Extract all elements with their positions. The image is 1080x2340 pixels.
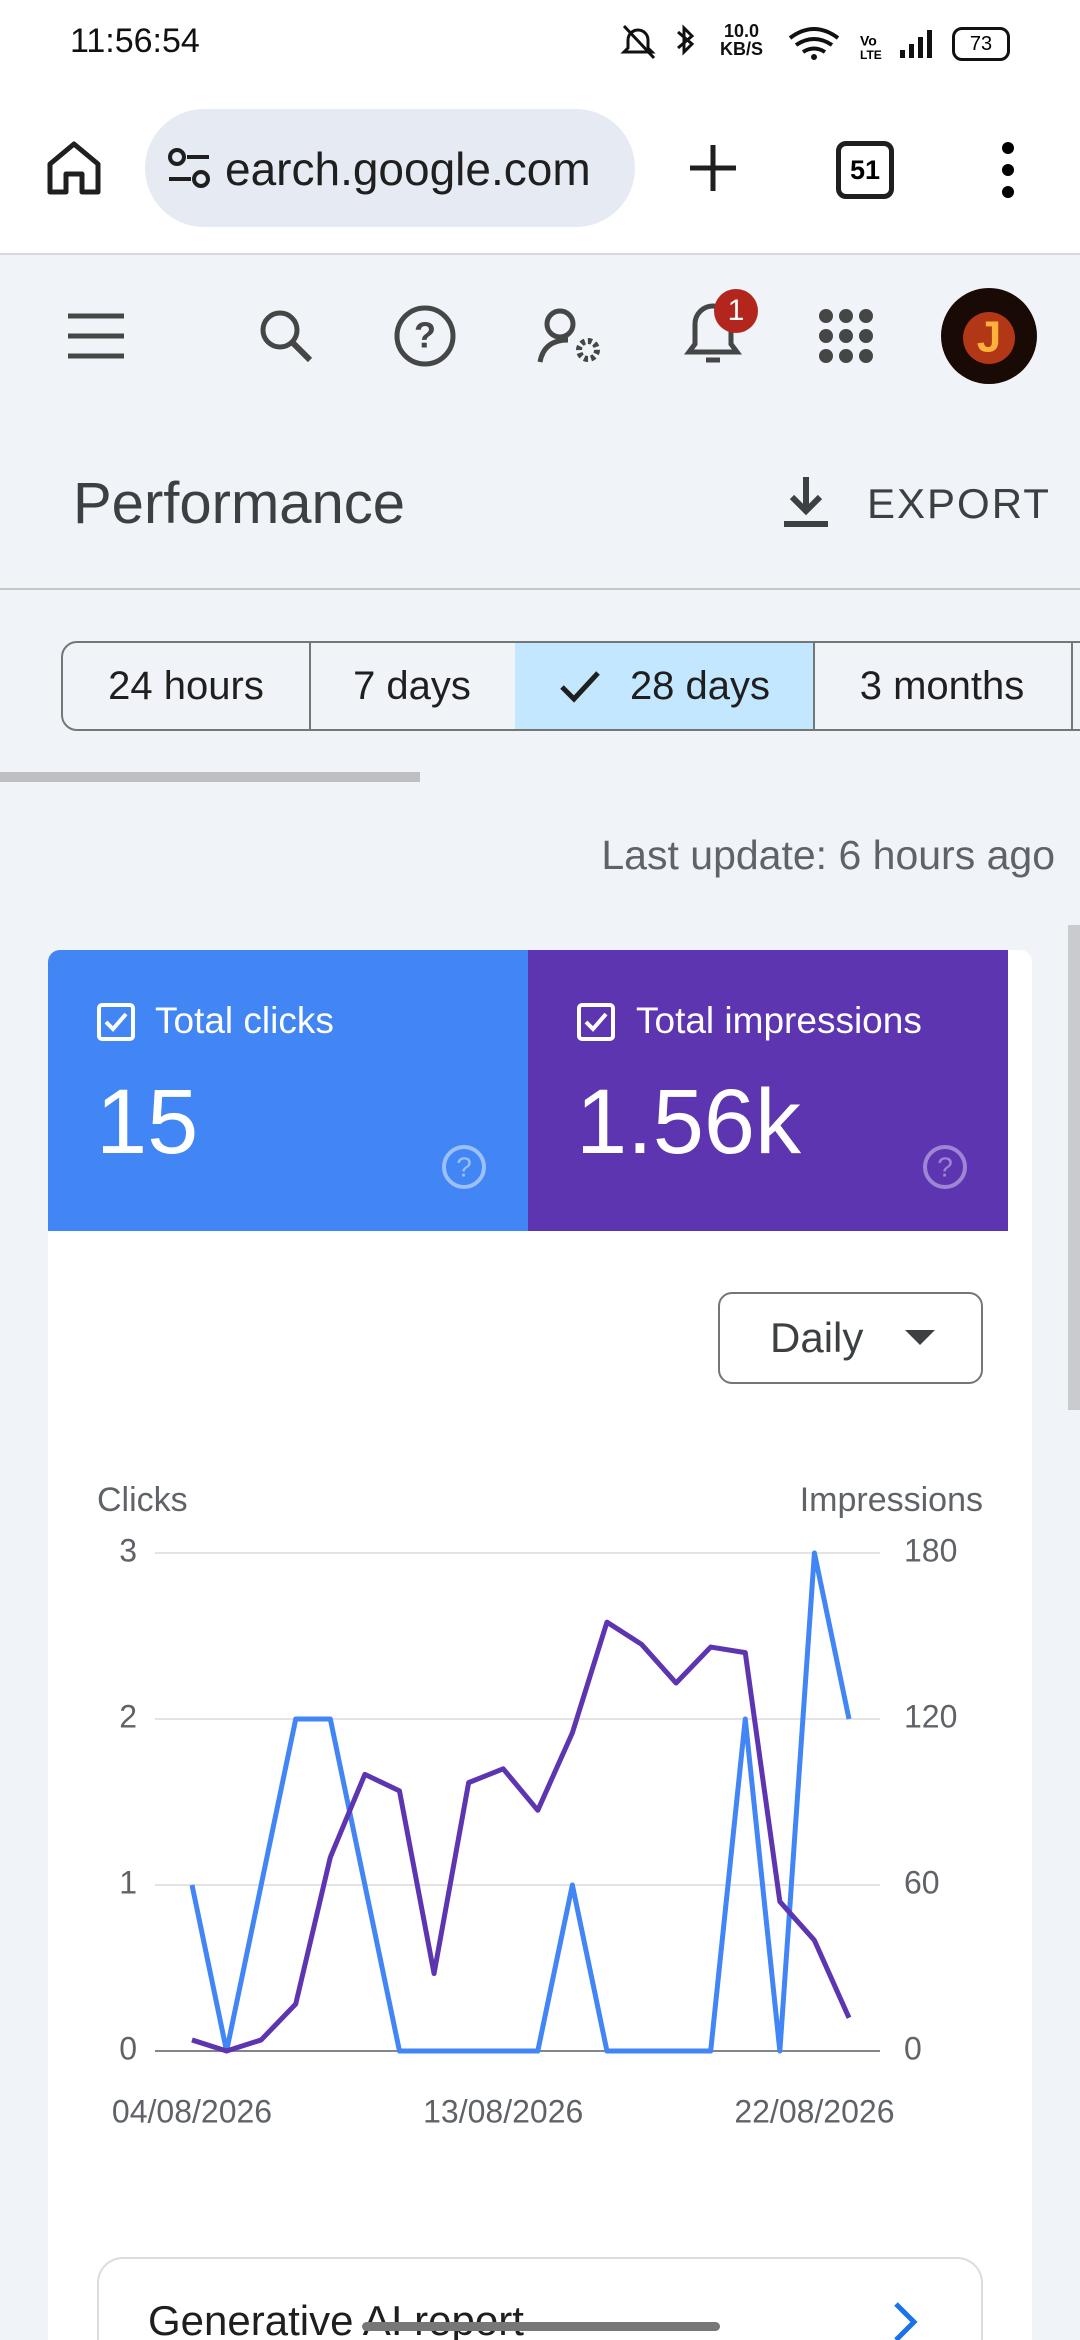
y2-tick-label: 180	[904, 1532, 957, 1568]
url-text[interactable]: earch.google.com	[225, 143, 591, 195]
x-tick-label: 13/08/2026	[423, 2093, 583, 2129]
new-tab-button[interactable]	[688, 143, 738, 193]
y-tick-label: 0	[119, 2030, 137, 2066]
card-value: 15	[96, 1071, 199, 1173]
menu-button[interactable]	[68, 313, 124, 359]
status-time: 11:56:54	[70, 22, 200, 60]
y-axis-label: Clicks	[97, 1481, 188, 1519]
x-tick-label: 22/08/2026	[734, 2093, 894, 2129]
checkbox[interactable]	[576, 1002, 616, 1042]
filter-chip-selected[interactable]: 28 days	[515, 641, 815, 731]
chevron[interactable]	[890, 2300, 920, 2340]
svg-text:?: ?	[937, 1151, 953, 1182]
filter-chip[interactable]: 3 months	[813, 641, 1073, 731]
clicks-card[interactable]	[48, 950, 528, 1231]
last-update: Last update: 6 hours ago	[601, 832, 1055, 878]
page-title: Performance	[73, 471, 406, 536]
svg-text:J: J	[977, 313, 1001, 362]
svg-text:?: ?	[456, 1151, 472, 1182]
y2-tick-label: 120	[904, 1698, 957, 1734]
net-speed-unit: KB/S	[720, 39, 764, 59]
filter-chip[interactable]: 24 hours	[61, 641, 311, 731]
series-line	[189, 1550, 852, 2054]
filter-chip-label: 28 days	[629, 663, 771, 708]
dropdown-label: Daily	[770, 1314, 864, 1361]
y2-tick-label: 0	[904, 2030, 922, 2066]
divider	[0, 588, 1080, 590]
home-button[interactable]	[44, 138, 104, 198]
y2-axis-label: Impressions	[800, 1481, 983, 1519]
check-icon	[560, 671, 600, 703]
card-label: Total impressions	[636, 1000, 922, 1041]
svg-text:LTE: LTE	[860, 48, 882, 62]
url-bar[interactable]	[145, 109, 635, 227]
x-tick-label: 04/08/2026	[112, 2093, 272, 2129]
y-tick-label: 3	[119, 1532, 137, 1568]
impressions-card[interactable]	[528, 950, 1008, 1231]
page-scrollbar	[1068, 925, 1080, 1410]
help-icon[interactable]: ?	[440, 1143, 488, 1191]
export-icon[interactable]	[782, 475, 830, 531]
export-button[interactable]: EXPORT	[867, 480, 1051, 527]
tab-count[interactable]: 51	[836, 141, 894, 199]
y2-tick-label: 60	[904, 1864, 940, 1900]
filter-chip[interactable]	[1071, 641, 1080, 731]
y-tick-label: 2	[119, 1698, 137, 1734]
card-value: 1.56k	[576, 1071, 802, 1173]
filter-chip[interactable]: 7 days	[309, 641, 517, 731]
avatar[interactable]: J	[941, 288, 1037, 384]
scroll-indicator	[0, 772, 420, 782]
divider	[0, 253, 1080, 255]
y-tick-label: 1	[119, 1864, 137, 1900]
dropdown-arrow	[905, 1330, 936, 1345]
site-settings-icon[interactable]	[165, 145, 215, 191]
help-icon[interactable]: ?	[921, 1143, 969, 1191]
svg-text:Vo: Vo	[860, 33, 877, 49]
report-title[interactable]: Generative AI report	[148, 2297, 524, 2340]
interval-dropdown[interactable]: Daily	[718, 1292, 983, 1384]
help-button[interactable]: ?	[394, 305, 456, 367]
net-speed: 10.0 KB/S	[720, 22, 763, 58]
battery: 73	[952, 27, 1010, 61]
card-label: Total clicks	[155, 1000, 334, 1041]
apps-button[interactable]	[819, 309, 873, 363]
home-indicator	[362, 2322, 720, 2331]
search-button[interactable]	[260, 310, 313, 363]
svg-text:?: ?	[414, 315, 436, 356]
checkbox[interactable]	[96, 1002, 136, 1042]
browser-menu[interactable]	[996, 140, 1020, 200]
notification-badge: 1	[714, 289, 758, 333]
net-speed-value: 10.0	[723, 21, 760, 41]
admin-button[interactable]	[537, 308, 600, 363]
series-line	[191, 1619, 852, 2054]
